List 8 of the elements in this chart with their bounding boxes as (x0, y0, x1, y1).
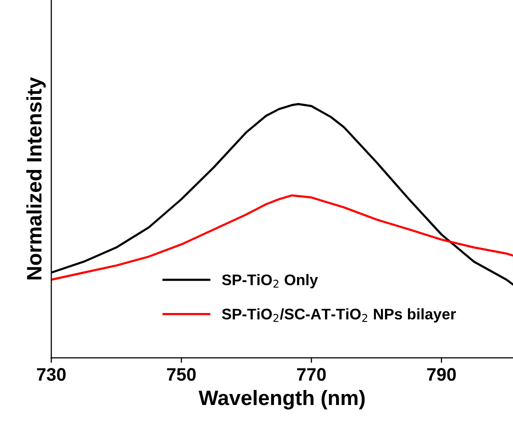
x-axis-title: Wavelength (nm) (198, 390, 365, 410)
x-tick-label: 730 (37, 368, 66, 381)
legend-label: SP-TiO$_{2}$ Only (222, 274, 318, 288)
x-tick-label: 750 (167, 368, 196, 381)
x-tick-label: 790 (427, 368, 456, 381)
x-tick-label: 770 (297, 368, 326, 381)
legend-label: SP-TiO$_{2}$/SC-AT-TiO$_{2}$ NPs bilayer (222, 308, 456, 323)
y-axis-title: Normalized Intensity (26, 77, 46, 280)
